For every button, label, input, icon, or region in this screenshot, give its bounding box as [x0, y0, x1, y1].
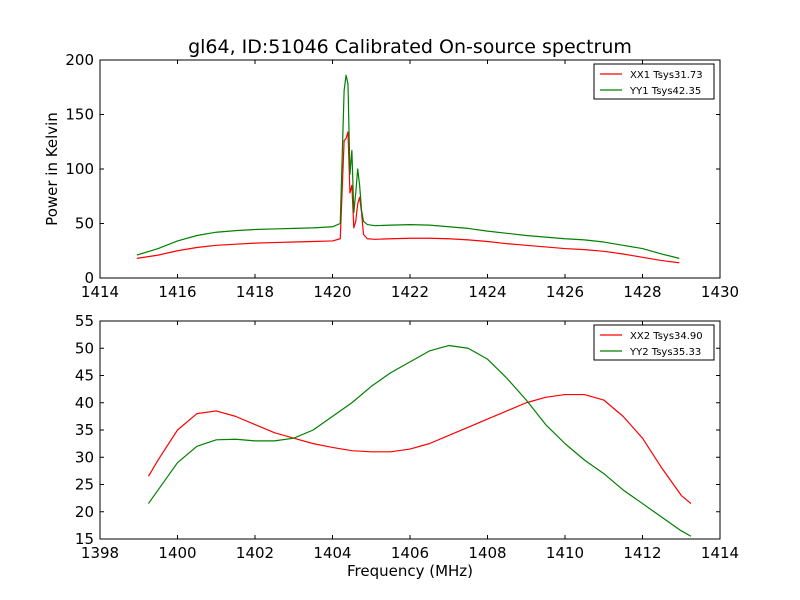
chart-title: gl64, ID:51046 Calibrated On-source spec…	[188, 36, 632, 58]
x-tick-label: 1414	[701, 544, 739, 562]
y-tick-label: 40	[75, 394, 94, 412]
x-tick-label: 1428	[623, 283, 661, 301]
y-tick-label: 35	[75, 421, 94, 439]
series-line-2-1	[147, 393, 692, 505]
x-tick-label: 1414	[81, 283, 119, 301]
legend-box	[593, 63, 715, 100]
x-tick-label: 1412	[623, 544, 661, 562]
x-tick-label: 1422	[391, 283, 429, 301]
y-tick-label: 200	[65, 51, 94, 69]
x-tick-label: 1426	[546, 283, 584, 301]
y-tick-label: 15	[75, 530, 94, 548]
top-spectrum-panel: 1414 1416 1418 1420 1422 1424 1426 1428 1430 0 50 1…	[43, 51, 739, 301]
y-tick-label: 30	[75, 448, 94, 466]
y-axis-label: Power in Kelvin	[43, 112, 61, 226]
legend-label-1: XX2 Tsys34.90	[630, 331, 703, 342]
legend-label-1: XX1 Tsys31.73	[630, 70, 703, 81]
x-tick-label: 1402	[236, 544, 274, 562]
x-tick-label: 1406	[391, 544, 429, 562]
x-tick-label: 1416	[158, 283, 196, 301]
x-tick-label: 1424	[468, 283, 506, 301]
legend-box	[593, 324, 715, 361]
x-tick-label: 1418	[236, 283, 274, 301]
y-tick-label: 55	[75, 312, 94, 330]
x-axis-label: Frequency (MHz)	[347, 562, 473, 580]
y-tick-label: 25	[75, 476, 94, 494]
series-line-1-1	[136, 131, 680, 264]
y-tick-label: 50	[75, 215, 94, 233]
y-tick-label: 100	[65, 160, 94, 178]
series-line-2-2	[147, 344, 692, 537]
x-tick-label: 1398	[81, 544, 119, 562]
x-tick-label: 1410	[546, 544, 584, 562]
x-tick-label: 1400	[158, 544, 196, 562]
legend-label-2: YY1 Tsys42.35	[629, 86, 701, 97]
x-tick-label: 1420	[313, 283, 351, 301]
y-tick-label: 0	[84, 269, 94, 287]
x-tick-label: 1408	[468, 544, 506, 562]
y-tick-label: 150	[65, 106, 94, 124]
bottom-spectrum-panel: 1398 1400 1402 1404 1406 1408 1410 1412 1414 15 20…	[75, 312, 739, 580]
series-line-1-2	[136, 74, 680, 259]
y-tick-label: 20	[75, 503, 94, 521]
legend-label-2: YY2 Tsys35.33	[629, 347, 701, 358]
y-tick-label: 45	[75, 367, 94, 385]
x-tick-label: 1404	[313, 544, 351, 562]
y-tick-label: 50	[75, 339, 94, 357]
x-tick-label: 1430	[701, 283, 739, 301]
